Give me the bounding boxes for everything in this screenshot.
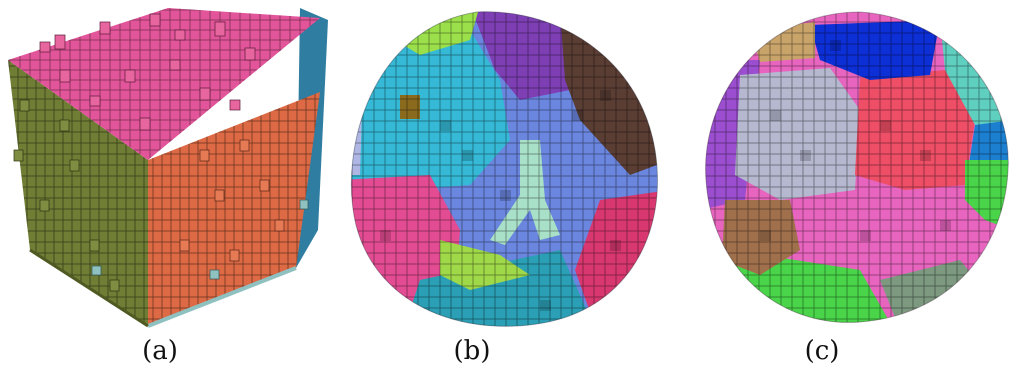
- caption-c: (c): [804, 336, 840, 366]
- caption-b: (b): [453, 336, 491, 366]
- panel-c-voxel-sphere: [705, 11, 1009, 323]
- panel-a-voxel-cube: [8, 8, 328, 328]
- caption-a: (a): [142, 336, 178, 366]
- cube-bottom-edge: [147, 266, 297, 328]
- panel-b-voxel-sphere: [350, 11, 658, 327]
